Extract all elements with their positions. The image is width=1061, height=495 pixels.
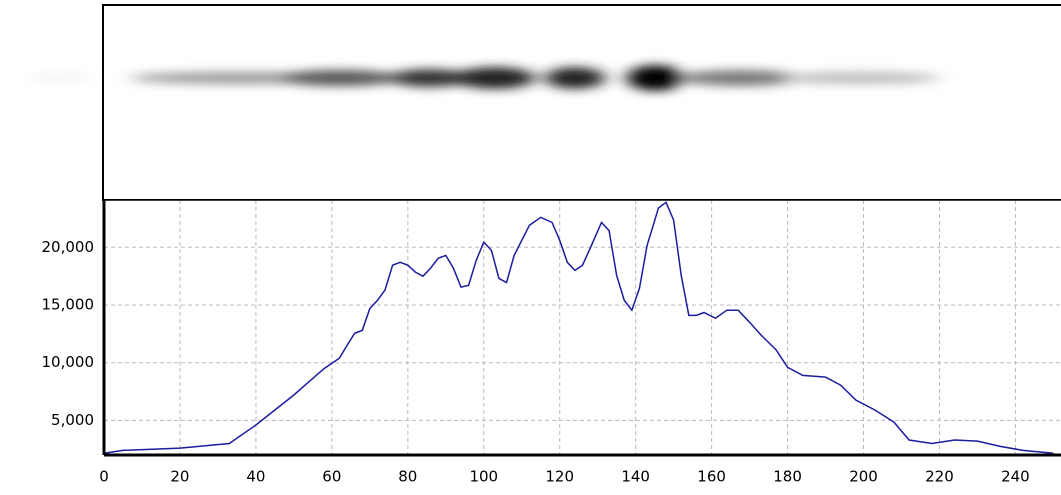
x-tick-label: 80 bbox=[398, 468, 417, 486]
x-tick-label: 240 bbox=[1001, 468, 1030, 486]
x-tick-label: 180 bbox=[773, 468, 802, 486]
x-tick-label: 100 bbox=[469, 468, 498, 486]
profile-line bbox=[103, 201, 1054, 455]
x-tick-label: 200 bbox=[849, 468, 878, 486]
y-tick-label: 20,000 bbox=[42, 238, 95, 256]
y-tick-label: 10,000 bbox=[42, 353, 95, 371]
x-tick-label: 140 bbox=[621, 468, 650, 486]
x-tick-label: 20 bbox=[170, 468, 189, 486]
x-tick-label: 0 bbox=[99, 468, 109, 486]
x-tick-label: 220 bbox=[925, 468, 954, 486]
x-tick-label: 60 bbox=[322, 468, 341, 486]
y-tick-label: 15,000 bbox=[42, 296, 95, 314]
gel-image bbox=[30, 4, 1061, 201]
x-tick-label: 160 bbox=[697, 468, 726, 486]
plot-area bbox=[104, 200, 1061, 455]
x-tick-label: 40 bbox=[246, 468, 265, 486]
y-tick-label: 5,000 bbox=[51, 411, 94, 429]
x-tick-label: 120 bbox=[545, 468, 574, 486]
